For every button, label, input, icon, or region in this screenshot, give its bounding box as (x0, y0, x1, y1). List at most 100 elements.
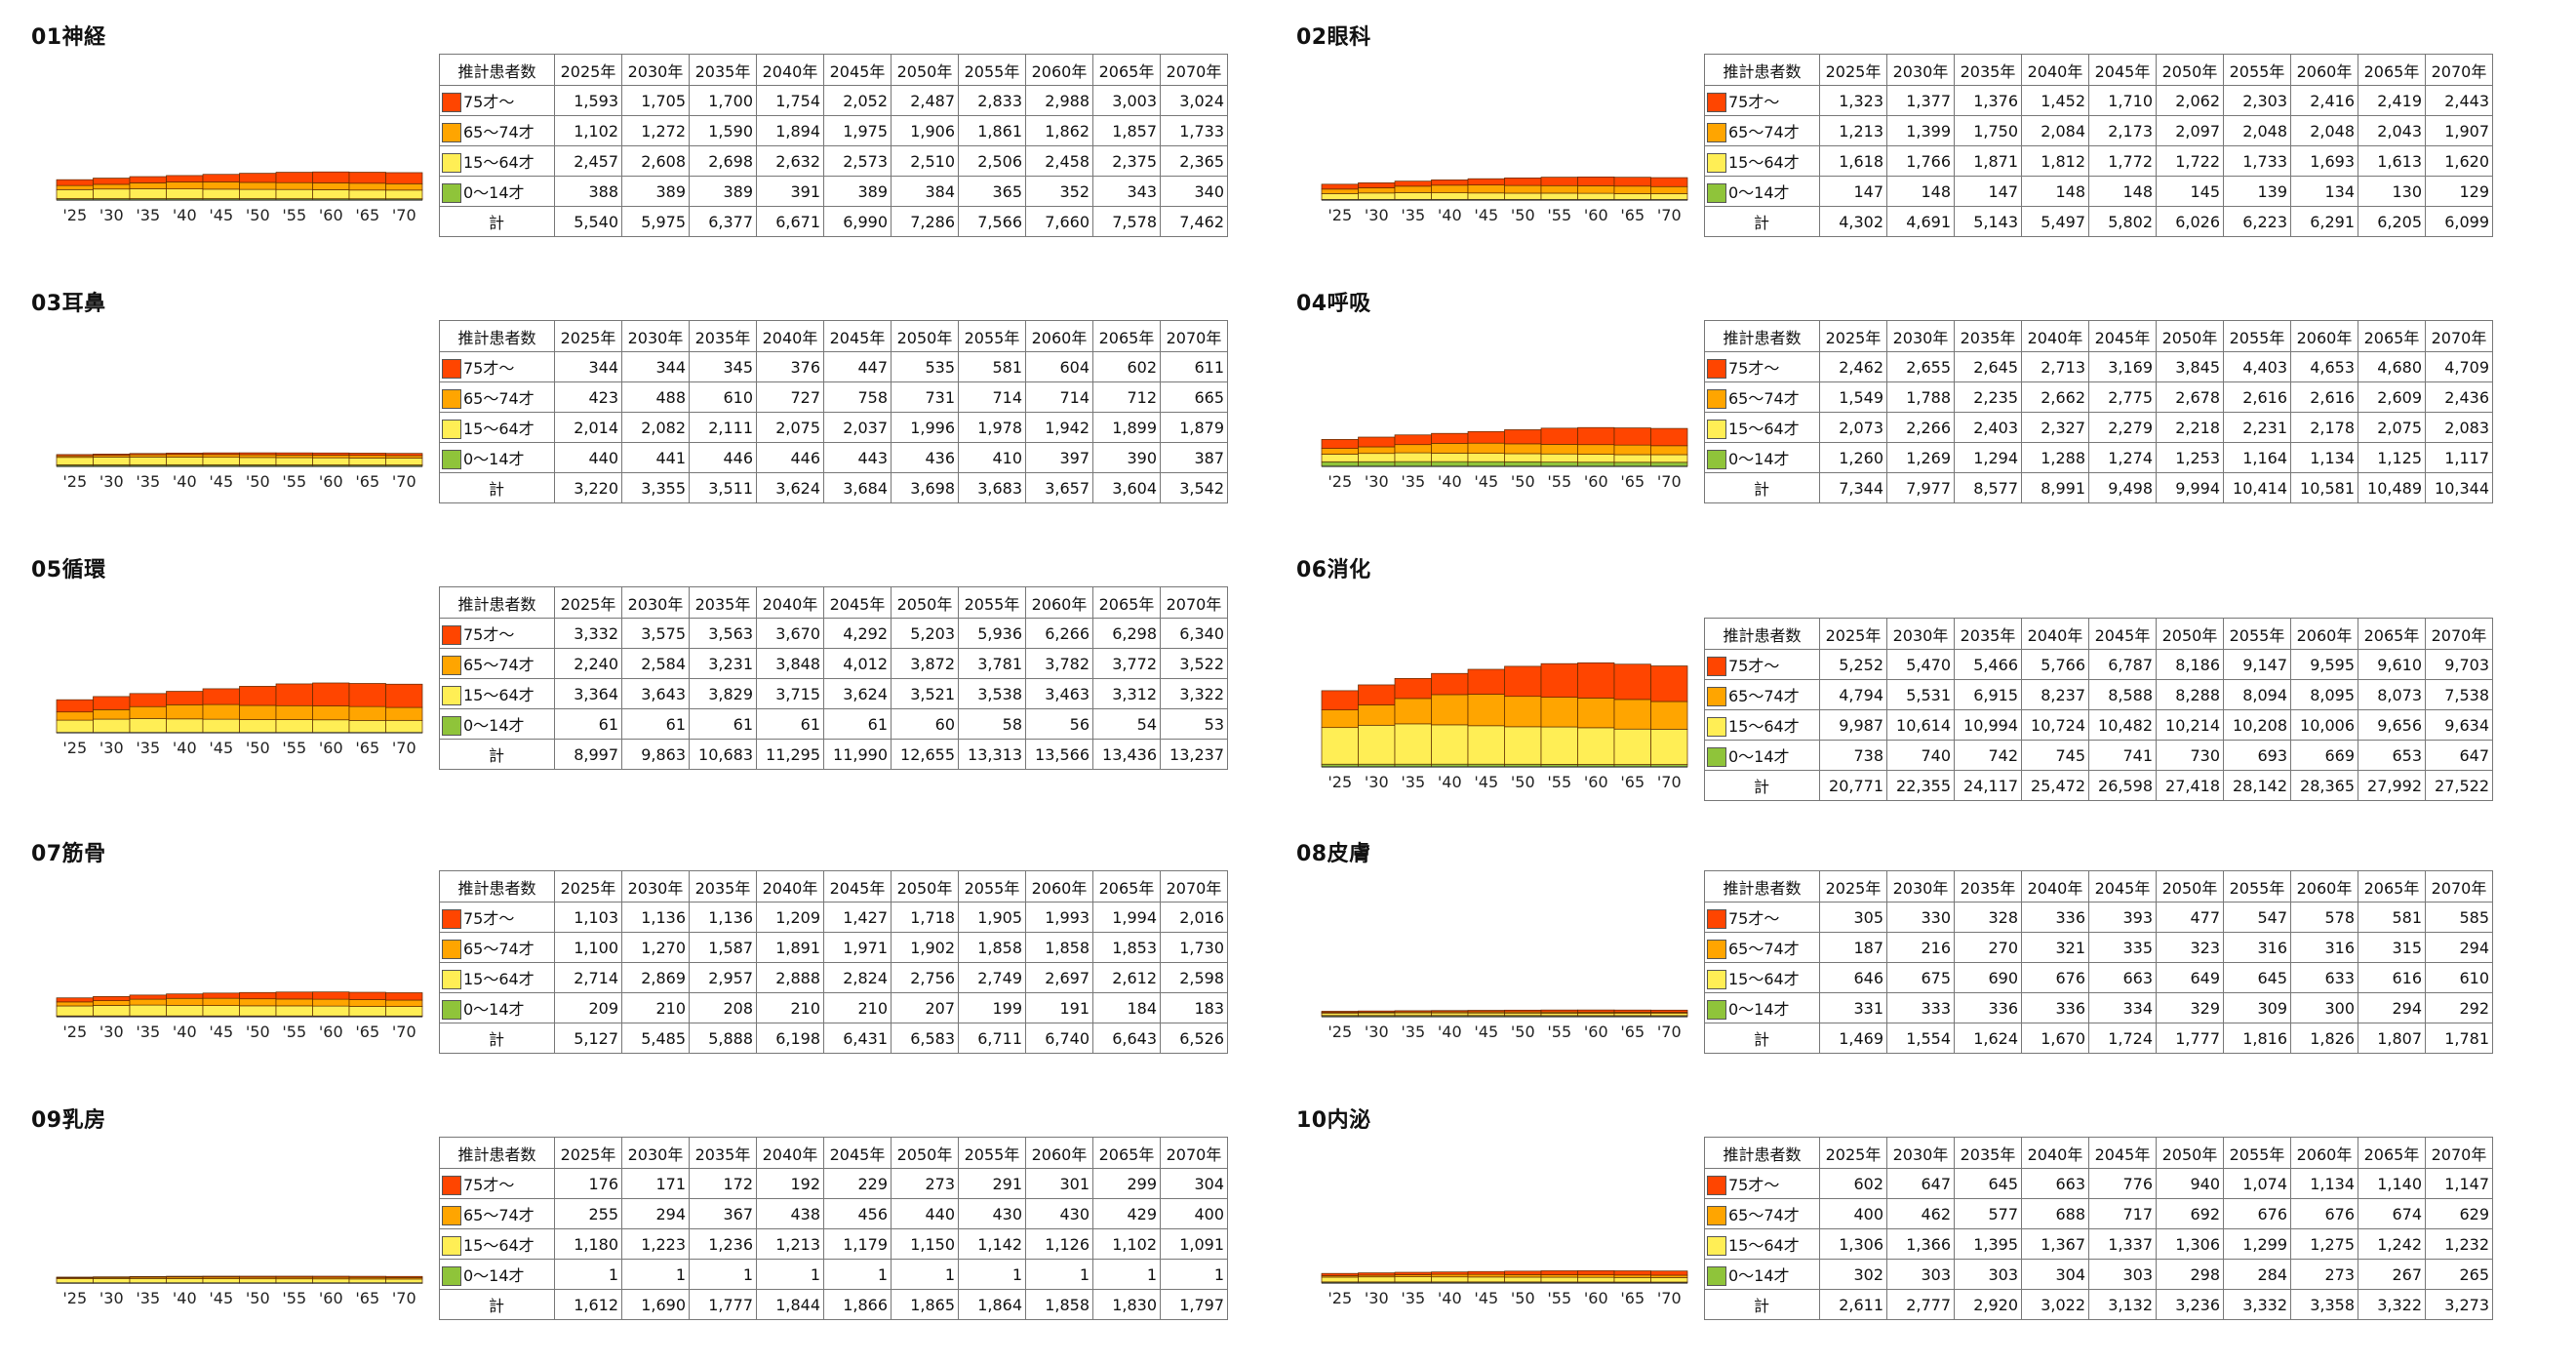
table-cell: 4,680 (2358, 351, 2426, 382)
bar-segment-15～64才 (312, 719, 350, 734)
table-cell: 1,134 (2290, 1168, 2358, 1199)
year-header: 2065年 (2358, 870, 2426, 903)
table-cell: 727 (756, 381, 824, 413)
year-header: 2025年 (1819, 1137, 1887, 1169)
table-cell: 3,322 (1160, 678, 1228, 709)
total-cell: 1,781 (2425, 1023, 2493, 1054)
table-cell: 389 (689, 176, 757, 207)
bar-segment-75才～ (1321, 690, 1359, 710)
row-label-text: 15～64才 (1728, 716, 1800, 736)
bar-segment-15～64才 (1394, 1276, 1432, 1283)
bar-segment-75才～ (1540, 177, 1578, 186)
legend-swatch (1707, 909, 1726, 930)
legend-swatch (1707, 1236, 1726, 1257)
bar-segment-75才～ (1467, 668, 1505, 695)
year-header: 2040年 (756, 54, 824, 86)
stacked-bar-chart: '25 '30 '35 '40 '45 '50 '55 '60 '65 '70 (1321, 0, 1707, 268)
row-label-text: 65～74才 (1728, 686, 1800, 705)
row-label-text: 65～74才 (1728, 1205, 1800, 1224)
table-cell: 2,052 (823, 85, 892, 116)
table-cell: 647 (2425, 740, 2493, 771)
bar-segment-65～74才 (1577, 698, 1615, 729)
row-label-text: 15～64才 (1728, 969, 1800, 988)
bar-segment-15～64才 (1540, 1276, 1578, 1283)
table-corner-label: 推計患者数 (439, 586, 555, 619)
legend-swatch (1707, 359, 1726, 380)
table-cell: 1,902 (891, 932, 959, 963)
table-cell: 192 (756, 1168, 824, 1199)
table-row: 65～74才 400 462 577 688 717 692 676 676 674 629 (1704, 1198, 2493, 1229)
row-label: 65～74才 (439, 115, 555, 146)
x-tick-label: '50 (1511, 1289, 1535, 1307)
table-cell: 1,858 (958, 932, 1026, 963)
table-cell: 1,125 (2358, 442, 2426, 473)
chart-svg: '25 '30 '35 '40 '45 '50 '55 '60 '65 '70 (56, 682, 423, 757)
bar-segment-15～64才 (1577, 727, 1615, 765)
bar-segment-75才～ (1613, 1009, 1651, 1013)
table-cell: 440 (554, 442, 622, 473)
bar-segment-65～74才 (385, 706, 423, 721)
bar-segment-0～14才 (1504, 461, 1542, 467)
bar-segment-75才～ (1394, 181, 1432, 187)
table-cell: 294 (2425, 932, 2493, 963)
bar-segment-15～64才 (1540, 1013, 1578, 1017)
table-header-row: 推計患者数 2025年 2030年 2035年 2040年 2045年 2050年 2055年… (1704, 618, 2493, 650)
total-cell: 6,205 (2358, 206, 2426, 237)
row-label-text: 15～64才 (1728, 1235, 1800, 1255)
total-cell: 28,365 (2290, 770, 2358, 801)
table-cell: 1,209 (756, 902, 824, 933)
total-cell: 13,313 (958, 739, 1026, 770)
year-header: 2070年 (2425, 870, 2493, 903)
year-header: 2025年 (1819, 618, 1887, 650)
bar-segment-65～74才 (1504, 184, 1542, 194)
table-cell: 2,048 (2290, 115, 2358, 146)
year-header: 2060年 (1025, 320, 1093, 352)
bar-segment-75才～ (166, 1275, 204, 1278)
x-tick-label: '55 (282, 739, 306, 757)
table-cell: 1,452 (2021, 85, 2089, 116)
table-cell: 1,942 (1025, 412, 1093, 443)
table-cell: 581 (2358, 902, 2426, 933)
table-cell: 2,266 (1886, 412, 1955, 443)
table-cell: 299 (1092, 1168, 1161, 1199)
table-cell: 9,595 (2290, 649, 2358, 680)
total-cell: 3,132 (2088, 1289, 2157, 1320)
table-cell: 315 (2358, 932, 2426, 963)
legend-swatch (442, 93, 461, 113)
table-cell: 714 (1025, 381, 1093, 413)
bar-segment-75才～ (1650, 665, 1688, 702)
row-label: 65～74才 (439, 932, 555, 963)
bar-segment-65～74才 (93, 183, 131, 190)
bar-segment-65～74才 (202, 997, 240, 1006)
bar-segment-65～74才 (166, 454, 204, 458)
table-cell: 365 (958, 176, 1026, 207)
x-tick-label: '40 (1438, 1023, 1462, 1041)
x-tick-label: '60 (319, 739, 343, 757)
table-cell: 6,266 (1025, 618, 1093, 649)
bar-segment-15～64才 (1577, 1013, 1615, 1017)
table-cell: 1,377 (1886, 85, 1955, 116)
table-row: 0～14才 61 61 61 61 61 60 58 56 54 53 (439, 708, 1228, 740)
table-cell: 335 (2088, 932, 2157, 963)
bar-segment-15～64才 (56, 457, 94, 465)
total-row: 計 1,469 1,554 1,624 1,670 1,724 1,777 1,816 1,82… (1704, 1023, 2493, 1054)
bar-segment-75才～ (239, 686, 277, 706)
bar-segment-75才～ (56, 1276, 94, 1278)
bar-segment-15～64才 (348, 1278, 386, 1284)
total-cell: 7,286 (891, 206, 959, 237)
bar-segment-15～64才 (348, 458, 386, 465)
bar-segment-15～64才 (1358, 1012, 1396, 1017)
table-cell: 1,179 (823, 1228, 892, 1260)
year-header: 2045年 (823, 1137, 892, 1169)
total-cell: 2,611 (1819, 1289, 1887, 1320)
panel-title: 08皮膚 (1296, 842, 1371, 866)
table-cell: 1 (1025, 1259, 1093, 1290)
bar-segment-65～74才 (202, 454, 240, 459)
row-label-text: 65～74才 (463, 122, 535, 141)
year-header: 2070年 (1160, 54, 1228, 86)
table-cell: 1,858 (1025, 932, 1093, 963)
bar-segment-75才～ (385, 1275, 423, 1278)
row-label-text: 0～14才 (463, 999, 525, 1019)
bar-segment-75才～ (1650, 1009, 1688, 1013)
table-cell: 1,399 (1886, 115, 1955, 146)
